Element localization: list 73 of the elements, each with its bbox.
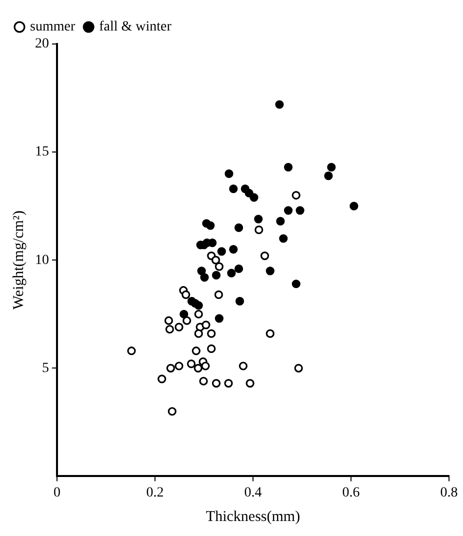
point <box>194 301 203 310</box>
y-tick-label: 10 <box>35 252 49 268</box>
point <box>294 364 303 372</box>
point <box>224 378 233 388</box>
point <box>165 324 174 334</box>
point <box>279 234 288 243</box>
point <box>229 244 238 254</box>
point <box>194 364 202 372</box>
point <box>182 316 192 325</box>
point <box>199 376 208 386</box>
x-tick-label: 0.8 <box>440 485 458 500</box>
x-axis-title: Thickness(mm) <box>206 508 300 525</box>
point <box>168 407 176 416</box>
point <box>202 320 210 330</box>
point <box>174 362 184 370</box>
point <box>200 273 209 282</box>
point <box>207 329 216 338</box>
point <box>229 184 238 194</box>
x-tick-label: 0.4 <box>244 485 262 500</box>
point <box>212 378 221 388</box>
point <box>296 206 304 215</box>
point <box>266 329 274 338</box>
point <box>350 202 358 210</box>
point <box>206 221 215 230</box>
point <box>284 162 293 172</box>
point <box>211 256 220 264</box>
point <box>127 346 136 356</box>
x-tick-label: 0.2 <box>146 485 164 500</box>
point <box>254 214 263 224</box>
point <box>192 346 200 356</box>
point <box>207 344 216 353</box>
legend-label: fall & winter <box>99 20 172 35</box>
point <box>214 314 224 323</box>
point <box>201 362 210 370</box>
point <box>266 266 274 276</box>
point <box>276 216 285 226</box>
point <box>246 378 254 388</box>
point <box>292 280 300 288</box>
point <box>166 364 175 372</box>
point <box>284 206 293 215</box>
point <box>194 310 203 318</box>
point <box>214 290 223 299</box>
point <box>324 172 333 180</box>
point <box>217 247 226 256</box>
point <box>182 290 190 299</box>
point <box>197 266 206 276</box>
point <box>234 223 244 232</box>
point <box>250 193 258 202</box>
point <box>194 329 203 338</box>
point <box>212 270 221 280</box>
point <box>234 264 244 274</box>
point <box>180 310 188 318</box>
point <box>186 360 196 368</box>
point <box>238 362 248 370</box>
y-tick-label: 15 <box>35 144 49 160</box>
point <box>158 374 166 384</box>
y-tick-label: 20 <box>35 36 49 52</box>
legend-label: summer <box>30 20 76 35</box>
point <box>254 226 264 234</box>
point <box>327 162 336 172</box>
point <box>174 322 184 332</box>
y-tick-label: 5 <box>42 360 49 376</box>
point <box>235 296 244 306</box>
y-axis-title: Weight(mg/cm²) <box>10 210 27 310</box>
point <box>292 190 300 200</box>
point <box>227 268 236 278</box>
x-tick-label: 0.6 <box>342 485 360 500</box>
point <box>224 169 234 178</box>
point <box>164 316 174 325</box>
point <box>260 251 270 260</box>
point <box>214 262 224 271</box>
x-tick-label: 0 <box>54 485 60 500</box>
point <box>275 100 284 109</box>
